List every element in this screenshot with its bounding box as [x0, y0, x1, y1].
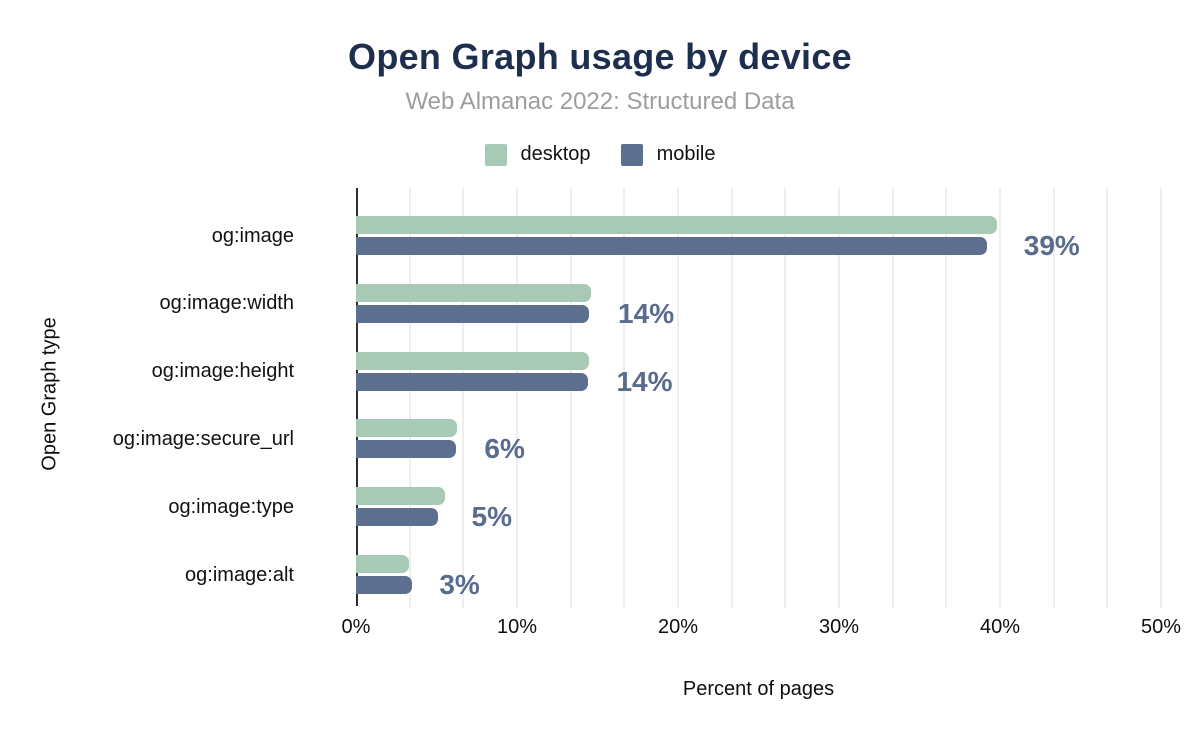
gridline: [999, 188, 1001, 608]
data-label: 5%: [471, 501, 513, 533]
data-label: 3%: [439, 569, 480, 600]
gridline: [730, 188, 733, 608]
bar-mobile: [356, 440, 456, 459]
x-tick-label: 20%: [657, 616, 699, 638]
bar-desktop: [356, 419, 458, 438]
gridline: [462, 188, 465, 608]
x-tick-label: 0%: [341, 616, 371, 638]
gridline: [677, 188, 679, 608]
gridline: [784, 188, 787, 608]
gridline: [838, 188, 840, 608]
gridline: [1106, 188, 1109, 608]
bar-desktop: [356, 351, 590, 370]
data-label: 39%: [1023, 230, 1080, 261]
category-label: og:image:type: [168, 495, 294, 518]
legend: desktop mobile: [0, 143, 1200, 166]
data-label: 14%: [618, 297, 675, 329]
x-tick-label: 10%: [496, 616, 538, 638]
bar-desktop: [356, 283, 592, 302]
desktop-swatch-icon: [484, 143, 507, 166]
bar-desktop: [356, 487, 445, 506]
x-tick-label: 50%: [1140, 616, 1182, 638]
data-label: 14%: [616, 365, 673, 397]
bar-desktop: [356, 216, 997, 234]
plot-area: og:image 39% og:image:width 14% og:image:hei…: [113, 188, 1181, 638]
bar-mobile: [356, 237, 988, 255]
gridline: [408, 188, 411, 608]
legend-label-desktop: desktop: [520, 143, 591, 165]
gridline: [891, 188, 894, 608]
gridline: [569, 188, 572, 608]
gridline: [516, 188, 518, 608]
category-label: og:image: [211, 224, 294, 247]
gridline: [1160, 188, 1162, 608]
bar-mobile: [356, 304, 590, 323]
x-tick-label: 40%: [979, 616, 1021, 638]
y-axis-title: Open Graph type: [38, 317, 61, 471]
legend-item-desktop: desktop: [484, 143, 591, 166]
chart-subtitle: Web Almanac 2022: Structured Data: [405, 88, 795, 115]
bar-desktop: [356, 555, 410, 573]
bar-mobile: [356, 372, 588, 391]
category-label: og:image:alt: [185, 563, 294, 586]
gridline: [1052, 188, 1055, 608]
mobile-swatch-icon: [620, 143, 643, 166]
gridline: [623, 188, 626, 608]
category-label: og:image:secure_url: [112, 427, 294, 450]
legend-label-mobile: mobile: [656, 143, 716, 165]
category-label: og:image:height: [151, 360, 294, 383]
data-label: 6%: [484, 433, 525, 465]
x-tick-label: 30%: [818, 616, 860, 638]
bar-mobile: [356, 576, 413, 594]
category-label: og:image:width: [159, 292, 294, 315]
x-axis-title: Percent of pages: [682, 678, 835, 700]
chart-title: Open Graph usage by device: [348, 36, 852, 77]
y-axis-line: [356, 188, 358, 606]
bar-mobile: [356, 508, 439, 527]
legend-item-mobile: mobile: [620, 143, 716, 166]
gridline: [945, 188, 948, 608]
